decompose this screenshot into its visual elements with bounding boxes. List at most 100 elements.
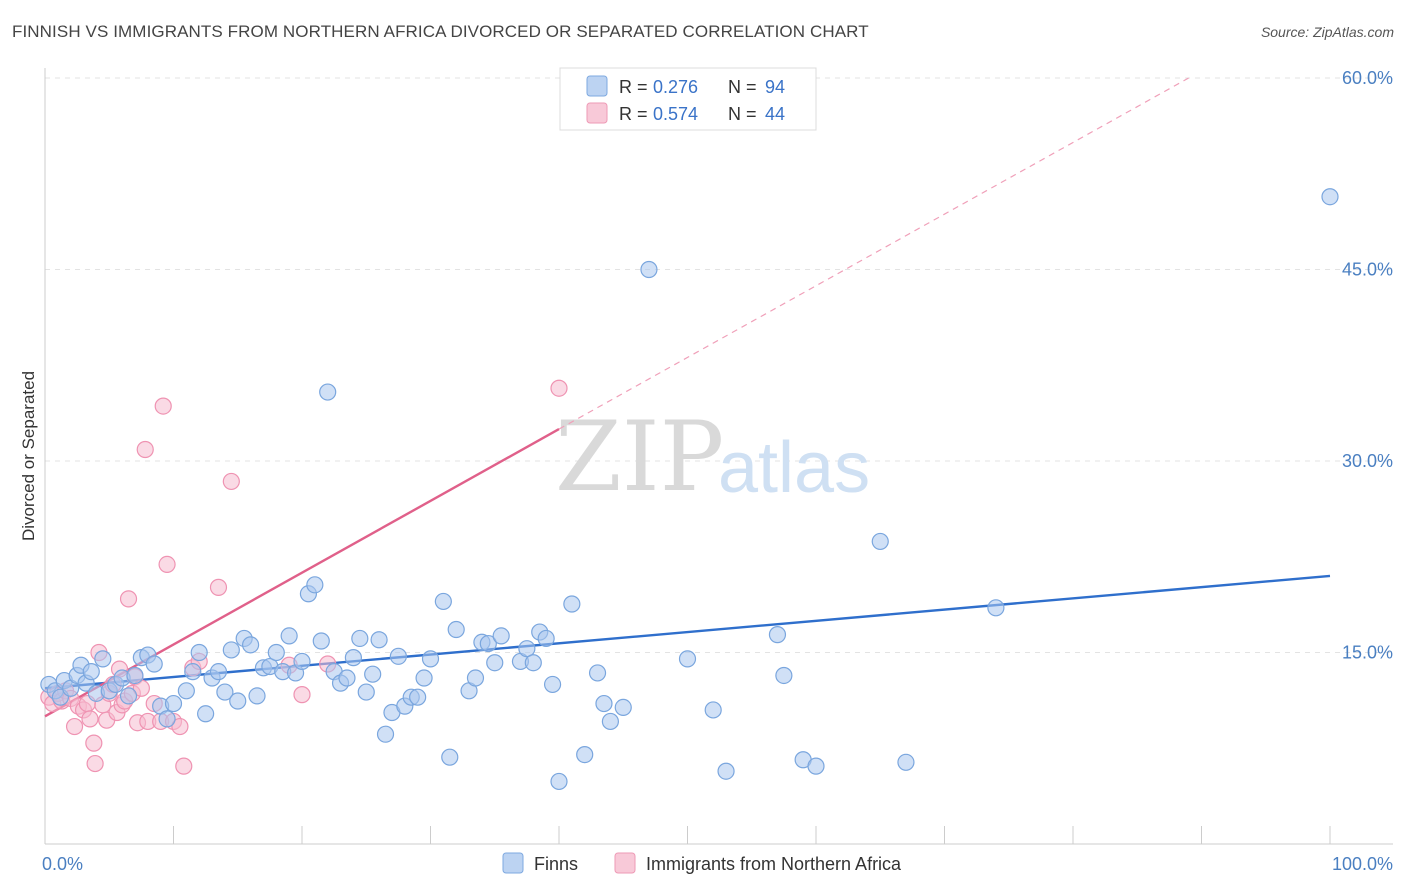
data-points bbox=[40, 188, 1339, 791]
finns-point-92 bbox=[897, 753, 915, 771]
finns-point-82 bbox=[614, 698, 632, 716]
immigrants-point-10 bbox=[81, 710, 99, 728]
finns-point-80 bbox=[595, 694, 613, 713]
finns-point-60 bbox=[421, 650, 440, 668]
bottom-legend-swatch-immigrants bbox=[614, 852, 636, 874]
finns-point-8 bbox=[82, 663, 100, 681]
legend-r-label-1: R = bbox=[619, 104, 648, 124]
y-axis-label: Divorced or Separated bbox=[19, 371, 38, 541]
finns-point-76 bbox=[550, 772, 568, 791]
legend-r-label-0: R = bbox=[619, 77, 648, 97]
immigrants-point-32 bbox=[158, 555, 176, 574]
finns-point-84 bbox=[678, 650, 697, 668]
finns-point-93 bbox=[987, 599, 1005, 617]
finns-point-77 bbox=[563, 595, 581, 613]
finns-point-47 bbox=[338, 669, 356, 687]
immigrants-point-27 bbox=[136, 440, 154, 459]
finns-point-29 bbox=[222, 641, 240, 659]
tick-labels: 15.0% 30.0% 45.0% 60.0% 0.0% 100.0% bbox=[42, 68, 1393, 874]
finns-point-86 bbox=[717, 762, 735, 780]
finns-point-20 bbox=[158, 710, 176, 728]
finns-point-72 bbox=[524, 654, 542, 672]
legend-r-value-0: 0.276 bbox=[653, 77, 698, 97]
finns-point-30 bbox=[229, 692, 247, 710]
finns-point-83 bbox=[640, 260, 658, 279]
finns-point-88 bbox=[775, 666, 793, 685]
y-tick-label-3: 60.0% bbox=[1342, 68, 1393, 88]
finns-point-81 bbox=[601, 712, 620, 731]
finns-point-71 bbox=[518, 640, 536, 658]
legend-n-label-1: N = bbox=[728, 104, 757, 124]
finns-point-38 bbox=[280, 627, 298, 645]
finns-point-49 bbox=[351, 629, 369, 648]
legend-swatch-immigrants bbox=[586, 102, 608, 124]
finns-point-61 bbox=[434, 592, 452, 611]
axes bbox=[44, 68, 1393, 845]
finns-point-65 bbox=[466, 669, 485, 687]
immigrants-point-43 bbox=[550, 379, 568, 397]
finns-point-55 bbox=[389, 647, 407, 665]
finns-point-44 bbox=[319, 383, 337, 401]
finns-point-14 bbox=[119, 687, 138, 705]
finns-point-59 bbox=[415, 669, 433, 687]
finns-point-36 bbox=[267, 643, 285, 662]
finns-point-94 bbox=[1321, 188, 1339, 206]
immigrants-point-11 bbox=[85, 734, 103, 752]
bottom-legend-finns: Finns bbox=[534, 854, 578, 874]
finns-point-21 bbox=[164, 694, 183, 713]
finns-point-67 bbox=[479, 634, 497, 653]
finns-point-62 bbox=[441, 748, 459, 766]
finns-point-58 bbox=[409, 688, 427, 706]
finns-trend-line bbox=[44, 574, 1331, 690]
chart-title: FINNISH VS IMMIGRANTS FROM NORTHERN AFRI… bbox=[12, 22, 869, 41]
immigrants-point-12 bbox=[86, 754, 104, 773]
finns-point-48 bbox=[344, 649, 362, 667]
finns-point-28 bbox=[216, 683, 234, 701]
trend-lines bbox=[44, 77, 1331, 718]
grid-lines bbox=[45, 77, 1393, 653]
legend-n-label-0: N = bbox=[728, 77, 757, 97]
finns-point-33 bbox=[248, 687, 266, 705]
legend-box: R = 0.276 N = 94 R = 0.574 N = 44 bbox=[559, 67, 817, 131]
finns-point-10 bbox=[94, 650, 112, 668]
immigrants-point-41 bbox=[293, 686, 311, 704]
immigrants-trend-extension bbox=[558, 77, 1189, 430]
finns-point-40 bbox=[293, 652, 311, 671]
finns-point-87 bbox=[768, 626, 787, 644]
finns-point-27 bbox=[209, 663, 228, 681]
x-tick-label-0: 0.0% bbox=[42, 854, 83, 874]
finns-point-78 bbox=[576, 746, 594, 764]
finns-point-25 bbox=[197, 705, 215, 723]
legend-swatch-finns bbox=[586, 75, 608, 97]
y-tick-label-1: 30.0% bbox=[1342, 451, 1393, 471]
immigrants-point-31 bbox=[154, 397, 172, 415]
finns-point-43 bbox=[312, 632, 330, 650]
finns-point-68 bbox=[486, 654, 504, 672]
finns-point-74 bbox=[537, 629, 555, 648]
immigrants-point-35 bbox=[175, 757, 193, 775]
immigrants-point-39 bbox=[222, 472, 240, 491]
finns-point-52 bbox=[370, 631, 388, 649]
bottom-legend-swatch-finns bbox=[502, 852, 524, 874]
finns-point-53 bbox=[376, 725, 395, 743]
finns-point-15 bbox=[126, 666, 144, 685]
immigrants-point-34 bbox=[171, 717, 189, 736]
immigrants-point-38 bbox=[209, 578, 228, 596]
finns-point-22 bbox=[177, 682, 195, 700]
finns-point-18 bbox=[145, 655, 163, 673]
finns-point-75 bbox=[543, 675, 562, 694]
y-tick-label-0: 15.0% bbox=[1342, 643, 1393, 663]
legend-n-value-0: 94 bbox=[765, 77, 785, 97]
watermark: ZIP atlas bbox=[555, 401, 870, 513]
bottom-legend: Finns Immigrants from Northern Africa bbox=[502, 852, 902, 874]
watermark-zip: ZIP bbox=[555, 401, 724, 513]
finns-point-85 bbox=[704, 701, 722, 719]
source-credit: Source: ZipAtlas.com bbox=[1260, 24, 1394, 40]
watermark-atlas: atlas bbox=[718, 428, 870, 508]
finns-point-42 bbox=[306, 576, 324, 594]
finns-point-79 bbox=[588, 664, 607, 682]
finns-point-51 bbox=[364, 665, 382, 683]
finns-point-90 bbox=[807, 757, 825, 775]
immigrants-point-22 bbox=[119, 590, 138, 608]
